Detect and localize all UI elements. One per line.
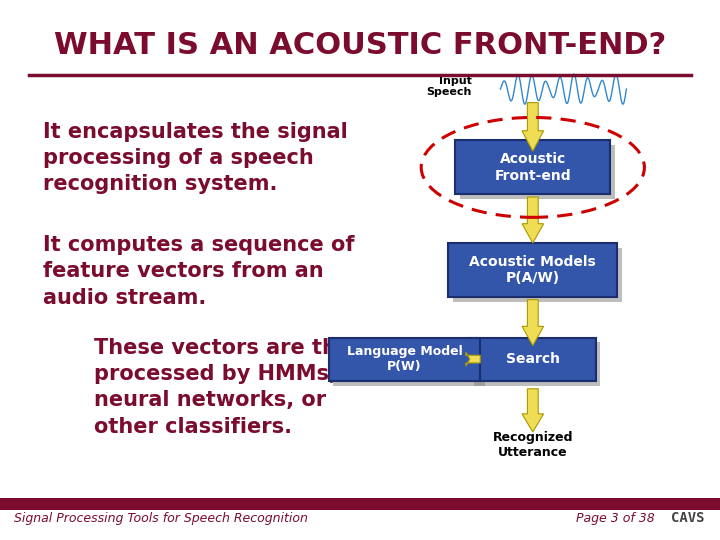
Text: These vectors are then
processed by HMMs,
neural networks, or
other classifiers.: These vectors are then processed by HMMs… <box>94 338 366 437</box>
FancyBboxPatch shape <box>474 342 600 386</box>
Text: Signal Processing Tools for Speech Recognition: Signal Processing Tools for Speech Recog… <box>14 512 308 525</box>
FancyArrow shape <box>522 300 544 346</box>
FancyBboxPatch shape <box>459 145 615 199</box>
FancyBboxPatch shape <box>329 338 480 381</box>
FancyBboxPatch shape <box>333 342 485 386</box>
FancyArrow shape <box>466 352 480 366</box>
Text: Acoustic
Front-end: Acoustic Front-end <box>495 152 571 183</box>
Text: Recognized
Utterance: Recognized Utterance <box>492 431 573 460</box>
FancyArrow shape <box>522 389 544 432</box>
FancyArrow shape <box>522 197 544 243</box>
FancyBboxPatch shape <box>453 248 622 302</box>
FancyBboxPatch shape <box>469 338 596 381</box>
FancyBboxPatch shape <box>0 498 720 510</box>
Text: Search: Search <box>505 352 560 366</box>
Text: It computes a sequence of
feature vectors from an
audio stream.: It computes a sequence of feature vector… <box>43 235 355 308</box>
FancyArrow shape <box>522 103 544 151</box>
Text: Acoustic Models
P(A/W): Acoustic Models P(A/W) <box>469 255 596 285</box>
Text: It encapsulates the signal
processing of a speech
recognition system.: It encapsulates the signal processing of… <box>43 122 348 194</box>
Text: CAVS: CAVS <box>671 511 704 525</box>
Text: Language Model
P(W): Language Model P(W) <box>347 345 462 373</box>
Text: WHAT IS AN ACOUSTIC FRONT-END?: WHAT IS AN ACOUSTIC FRONT-END? <box>54 31 666 60</box>
Text: Input
Speech: Input Speech <box>426 76 472 97</box>
FancyBboxPatch shape <box>448 243 618 297</box>
FancyBboxPatch shape <box>455 140 610 194</box>
Text: Page 3 of 38: Page 3 of 38 <box>576 512 654 525</box>
